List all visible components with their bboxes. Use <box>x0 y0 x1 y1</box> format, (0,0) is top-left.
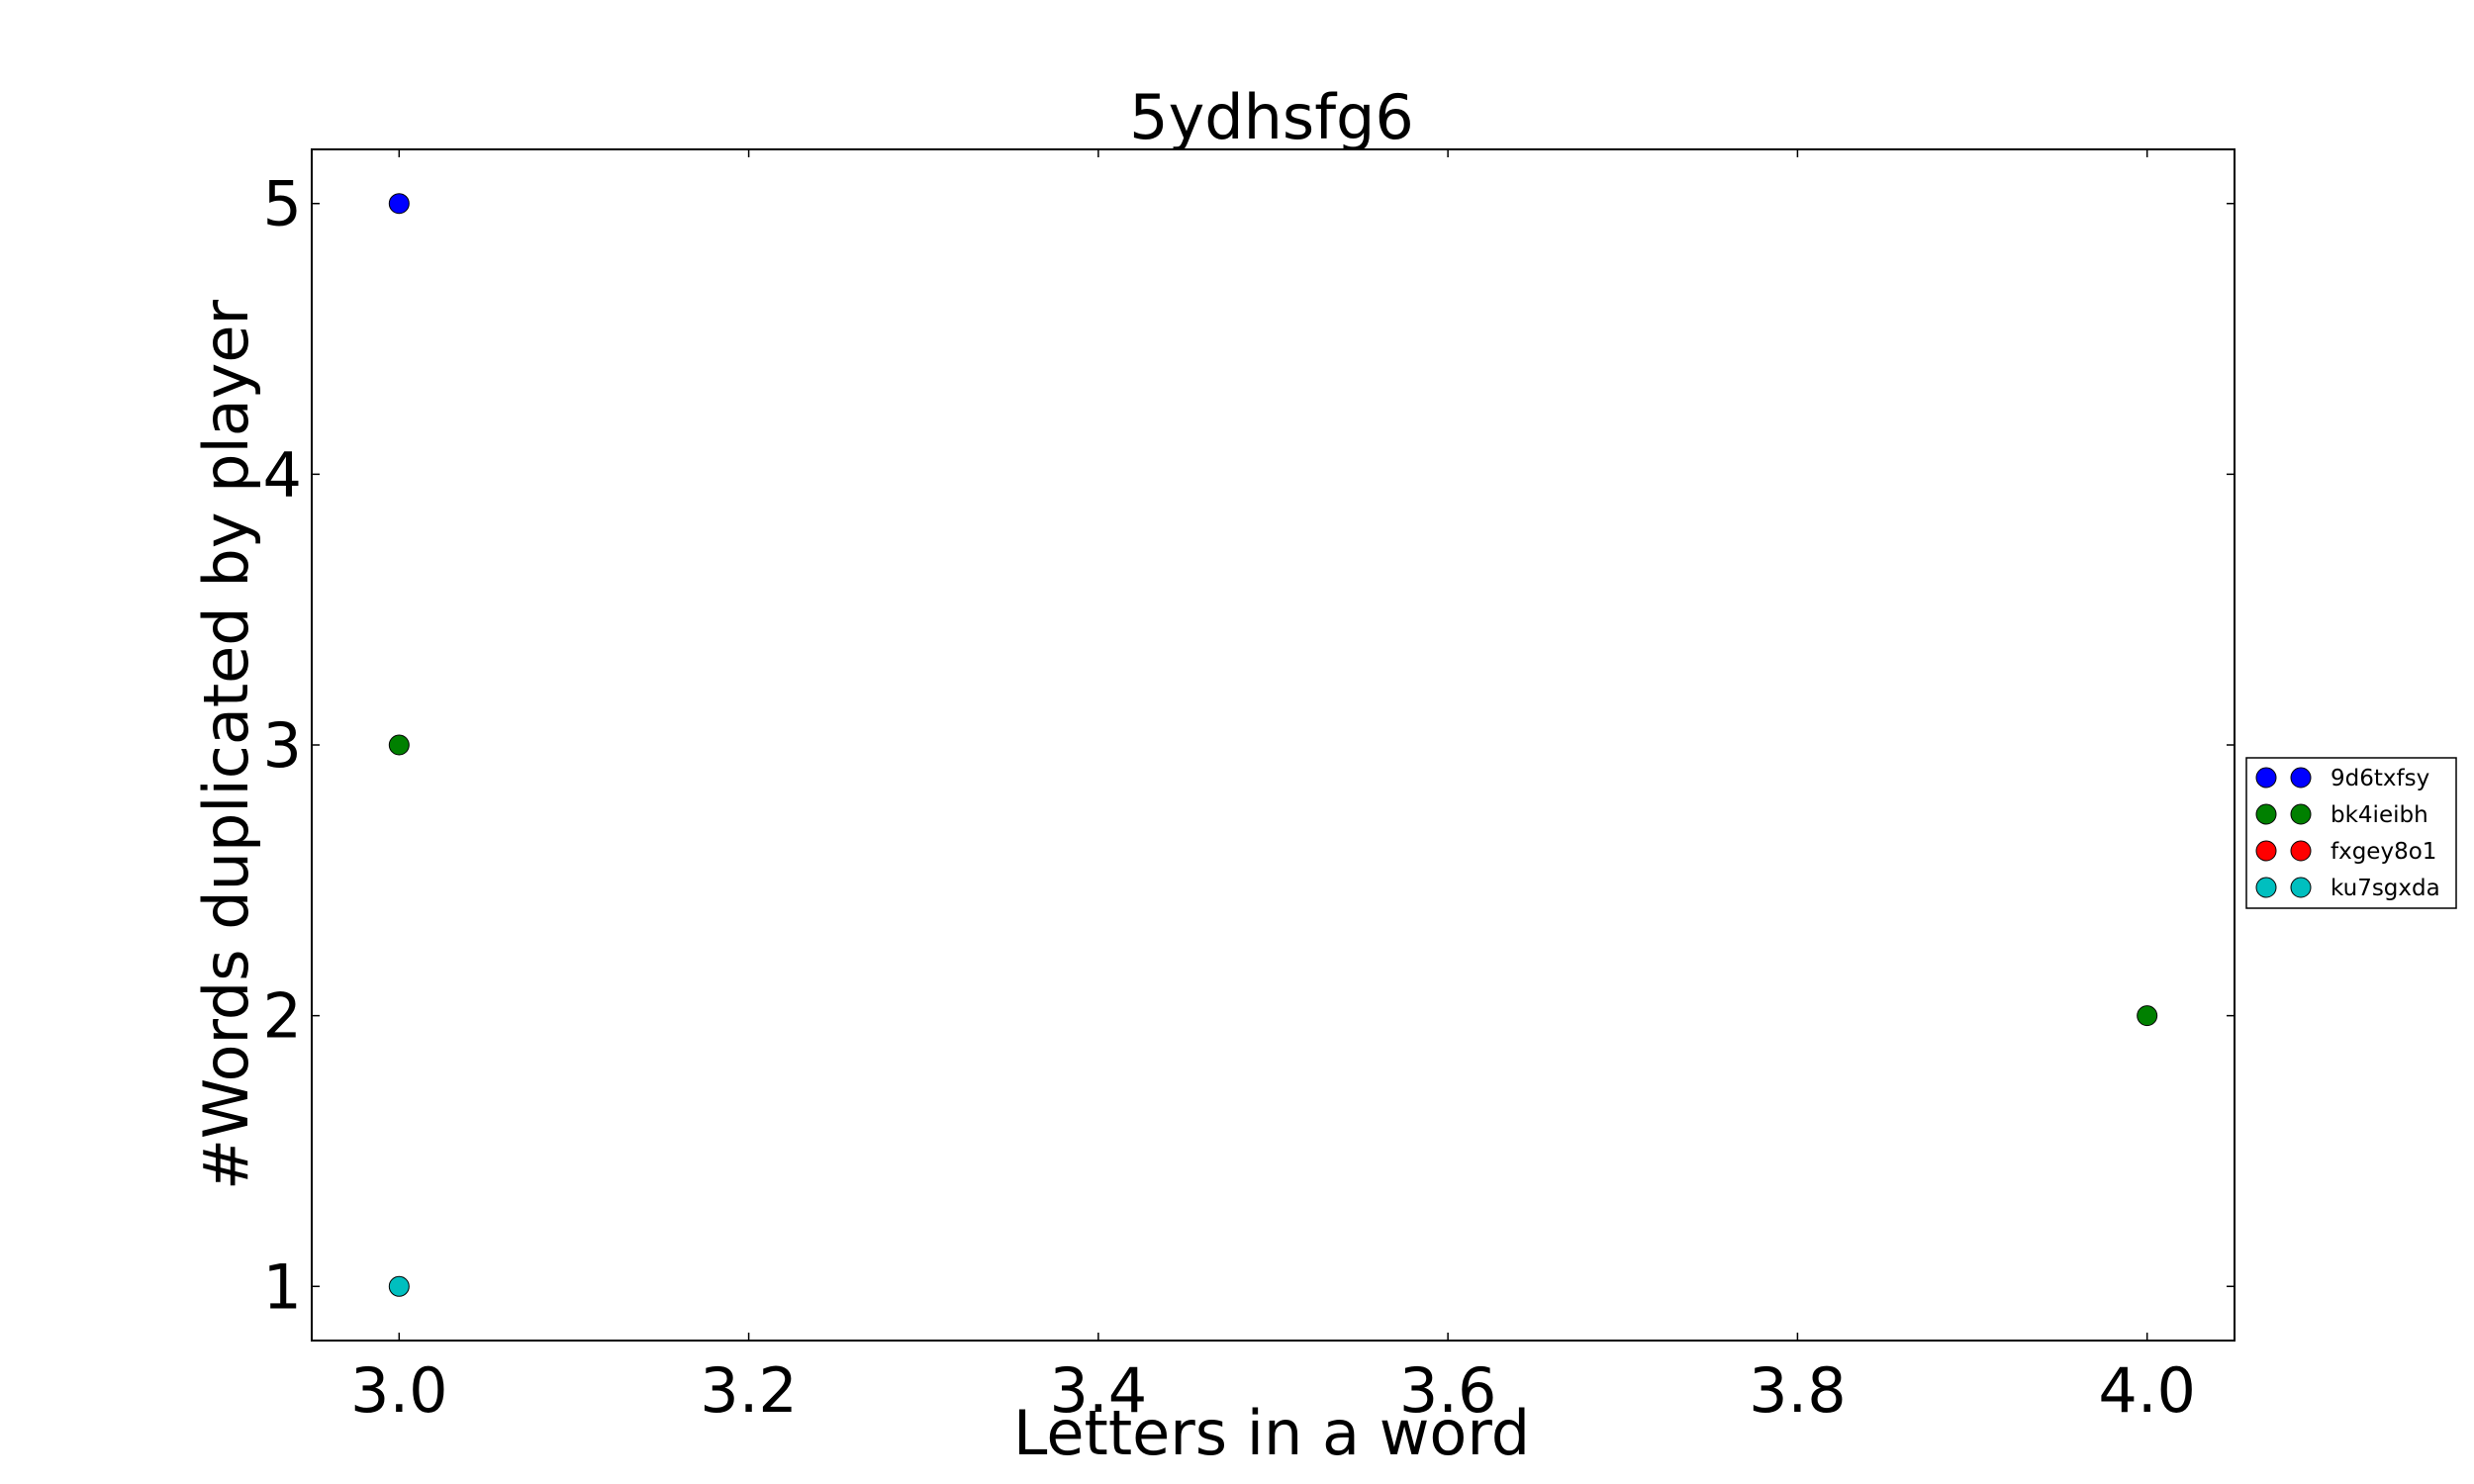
x-tick-label: 3.2 <box>700 1354 798 1427</box>
x-tick-label: 4.0 <box>2098 1354 2196 1427</box>
legend-label: bk4ieibh <box>2331 802 2428 828</box>
x-tick-label: 3.4 <box>1050 1354 1148 1427</box>
chart-title: 5ydhsfg6 <box>1129 81 1414 153</box>
legend-marker <box>2255 877 2277 898</box>
legend-marker <box>2290 840 2312 862</box>
x-tick-label: 3.6 <box>1399 1354 1497 1427</box>
y-axis-ticks: 1 2 3 4 5 <box>263 168 2235 1323</box>
legend-frame <box>2245 757 2457 909</box>
plot-area <box>311 148 2236 1342</box>
data-point-bk4ieibh <box>2137 1005 2158 1027</box>
data-points <box>388 193 2158 1297</box>
y-tick-label: 5 <box>263 168 302 240</box>
data-point-9d6txfsy <box>388 193 410 215</box>
legend-marker <box>2255 840 2277 862</box>
legend-label: ku7sgxda <box>2331 876 2440 901</box>
legend: 9d6txfsy bk4ieibh fxgey8o1 ku7sgxda <box>2245 757 2457 909</box>
y-tick-label: 1 <box>263 1251 302 1323</box>
y-tick-label: 4 <box>263 438 302 510</box>
legend-label: fxgey8o1 <box>2331 839 2436 865</box>
y-axis-label: #Words duplicated by player <box>190 299 262 1190</box>
y-tick-label: 2 <box>263 980 302 1053</box>
legend-marker <box>2290 767 2312 788</box>
x-axis-ticks: 3.0 3.2 3.4 3.6 3.8 4.0 <box>350 149 2196 1427</box>
x-axis-label: Letters in a word <box>1013 1397 1530 1469</box>
legend-marker <box>2255 803 2277 825</box>
x-tick-label: 3.8 <box>1749 1354 1847 1427</box>
legend-label: 9d6txfsy <box>2331 766 2429 791</box>
data-point-ku7sgxda <box>388 1275 410 1297</box>
legend-marker <box>2255 767 2277 788</box>
legend-marker <box>2290 803 2312 825</box>
data-point-bk4ieibh <box>388 734 410 756</box>
x-tick-label: 3.0 <box>350 1354 448 1427</box>
legend-marker <box>2290 877 2312 898</box>
y-tick-label: 3 <box>263 709 302 782</box>
